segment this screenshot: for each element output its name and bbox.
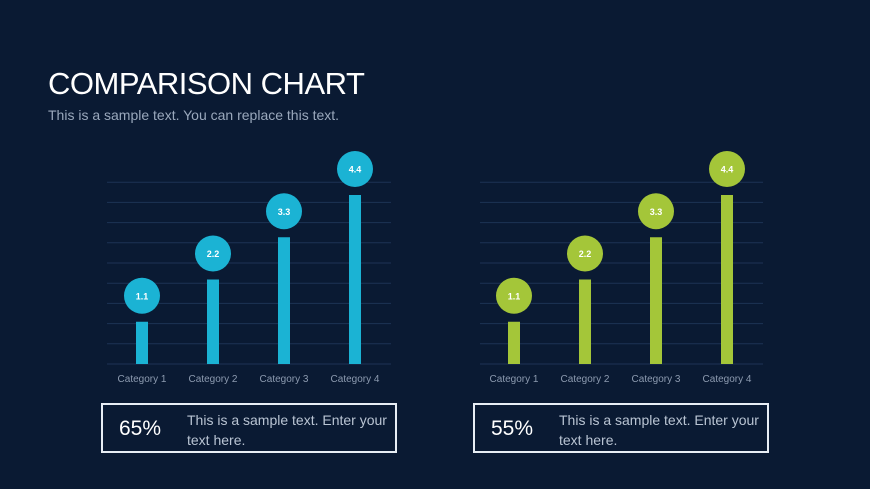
category-label-2: Category 2 — [189, 374, 238, 385]
category-label-1: Category 1 — [490, 374, 539, 385]
bar-2 — [207, 279, 219, 364]
summary-box-right: 55% This is a sample text. Enter your te… — [473, 403, 769, 453]
value-bubble-3 — [638, 193, 674, 230]
summary-text: This is a sample text. Enter your text h… — [559, 412, 759, 448]
chart-right: 1.1 Category 1 2.2 Category 2 3.3 Category 3 4… — [480, 151, 763, 385]
bar-4 — [721, 195, 733, 364]
page-subtitle: This is a sample text. You can replace t… — [48, 107, 340, 123]
summary-percent: 55% — [491, 417, 534, 440]
chart-left: 1.1 Category 1 2.2 Category 2 3.3 Category 3 4… — [107, 151, 391, 385]
category-label-4: Category 4 — [331, 374, 380, 385]
bar-1 — [136, 321, 148, 364]
data-label-2: 2.2 — [579, 249, 592, 259]
bar-3 — [650, 237, 662, 364]
value-bubble-1 — [124, 277, 160, 314]
data-label-1: 1.1 — [508, 291, 521, 301]
value-bubble-2 — [195, 235, 231, 272]
value-bubble-2 — [567, 235, 603, 272]
data-label-4: 4.4 — [349, 165, 362, 175]
page-title: COMPARISON CHART — [48, 66, 365, 101]
category-label-4: Category 4 — [703, 374, 752, 385]
category-label-1: Category 1 — [118, 374, 167, 385]
data-label-4: 4.4 — [721, 165, 734, 175]
value-bubble-4 — [337, 151, 373, 187]
data-label-1: 1.1 — [136, 291, 149, 301]
category-label-3: Category 3 — [632, 374, 681, 385]
value-bubble-3 — [266, 193, 302, 230]
bar-2 — [579, 279, 591, 364]
summary-box-left: 65% This is a sample text. Enter your te… — [101, 403, 397, 453]
data-label-3: 3.3 — [650, 207, 663, 217]
data-label-3: 3.3 — [278, 207, 291, 217]
bar-1 — [508, 321, 520, 364]
data-label-2: 2.2 — [207, 249, 220, 259]
category-label-2: Category 2 — [561, 374, 610, 385]
category-label-3: Category 3 — [260, 374, 309, 385]
value-bubble-1 — [496, 277, 532, 314]
summary-percent: 65% — [119, 417, 162, 440]
summary-text: This is a sample text. Enter your text h… — [187, 412, 387, 448]
bar-3 — [278, 237, 290, 364]
value-bubble-4 — [709, 151, 745, 187]
bar-4 — [349, 195, 361, 364]
